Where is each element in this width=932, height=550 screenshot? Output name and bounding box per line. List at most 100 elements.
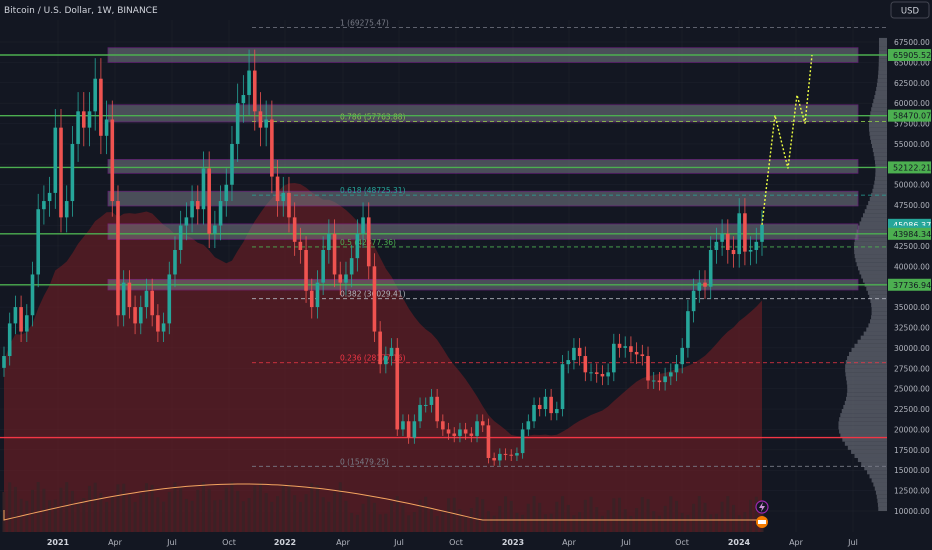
profile-bar	[854, 237, 887, 242]
volume-bar	[646, 499, 650, 532]
candle-body	[480, 421, 485, 426]
profile-bar	[871, 303, 887, 308]
price-label: 43984.34	[893, 230, 931, 239]
volume-bar	[429, 507, 433, 532]
profile-bar	[857, 225, 887, 230]
candle-body	[36, 209, 40, 275]
candle-body	[594, 372, 599, 374]
volume-bar	[675, 500, 679, 532]
price-label-box	[888, 49, 931, 62]
profile-bar	[872, 148, 887, 153]
profile-bar	[874, 486, 887, 491]
profile-bar	[866, 327, 887, 332]
candles	[2, 49, 764, 466]
lightning-icon[interactable]	[755, 500, 769, 514]
profile-bar	[857, 339, 887, 344]
candle-body	[195, 201, 200, 210]
price-label: 65905.52	[893, 51, 931, 60]
profile-bar	[869, 294, 887, 299]
x-tick-label: Oct	[675, 538, 689, 547]
volume-bar	[8, 482, 12, 532]
profile-bar	[867, 290, 887, 295]
volume-bar	[515, 512, 519, 532]
candle-body	[201, 168, 206, 210]
profile-bar	[878, 506, 887, 511]
profile-bar	[868, 323, 887, 328]
candle-body	[509, 454, 514, 456]
candle-body	[418, 404, 422, 422]
volume-bar	[521, 514, 525, 532]
volume-bar	[378, 514, 382, 532]
profile-bar	[866, 286, 887, 291]
candle-body	[76, 111, 80, 144]
profile-bar	[856, 262, 887, 267]
volume-bar	[469, 508, 473, 532]
candle-body	[680, 347, 685, 365]
candle-body	[167, 274, 172, 324]
profile-bar	[878, 50, 887, 55]
candle-body	[173, 249, 177, 275]
x-tick-label: Jul	[166, 538, 177, 547]
candle-body	[657, 380, 662, 383]
candle-body	[458, 429, 462, 436]
volume-bar	[572, 515, 576, 532]
profile-bar	[845, 360, 887, 365]
volume-bar	[333, 491, 337, 532]
profile-bar	[871, 311, 887, 316]
volume-bar	[583, 499, 587, 532]
volume-bar	[390, 501, 394, 532]
volume-bar	[720, 501, 724, 532]
profile-bar	[873, 99, 887, 104]
candle-body	[401, 421, 405, 430]
profile-bar	[864, 466, 887, 471]
volume-bar	[30, 489, 34, 532]
candle-body	[99, 78, 103, 136]
volume-bar	[321, 497, 325, 532]
candle-body	[252, 70, 257, 112]
volume-bar	[714, 513, 718, 532]
volume-bar	[418, 499, 422, 532]
profile-bar	[868, 123, 887, 128]
volume-bar	[287, 483, 291, 532]
y-tick-label: 30000.00	[894, 344, 930, 353]
y-tick-label: 22500.00	[894, 405, 930, 414]
candle-body	[726, 233, 730, 250]
candle-body	[59, 127, 63, 218]
profile-bar	[876, 82, 887, 87]
volume-bar	[412, 512, 416, 532]
profile-bar	[845, 372, 887, 377]
profile-bar	[854, 343, 887, 348]
volume-bar	[475, 497, 479, 532]
candle-body	[93, 78, 97, 112]
candle-body	[53, 127, 58, 193]
currency-button[interactable]	[890, 1, 930, 19]
candle-body	[697, 282, 702, 291]
volume-bar	[36, 482, 40, 532]
profile-bar	[839, 417, 887, 422]
volume-bar	[281, 484, 285, 532]
time-axis[interactable]: 2021 Apr Jul Oct 2022 Apr Jul Oct 2023 Apr Jul Oct 2…	[47, 538, 858, 547]
candle-body	[42, 201, 46, 210]
volume-bar	[110, 496, 114, 532]
volume-bar	[578, 512, 582, 532]
profile-bar	[878, 46, 887, 51]
profile-bar	[877, 74, 887, 79]
profile-bar	[877, 78, 887, 83]
profile-bar	[838, 425, 887, 430]
profile-bar	[855, 233, 887, 238]
profile-bar	[874, 95, 887, 100]
volume-bar	[310, 483, 314, 532]
candle-body	[589, 372, 593, 374]
volume-bar	[600, 515, 604, 532]
y-tick-label: 25000.00	[894, 385, 930, 394]
x-tick-label: 2023	[502, 538, 524, 547]
candle-body	[435, 396, 439, 422]
volume-bar	[464, 515, 468, 532]
volume-bar	[504, 496, 508, 532]
profile-bar	[874, 180, 887, 185]
volume-bar	[338, 482, 342, 532]
flag-icon[interactable]	[756, 516, 768, 528]
candle-body	[258, 111, 263, 128]
profile-bar	[846, 376, 887, 381]
